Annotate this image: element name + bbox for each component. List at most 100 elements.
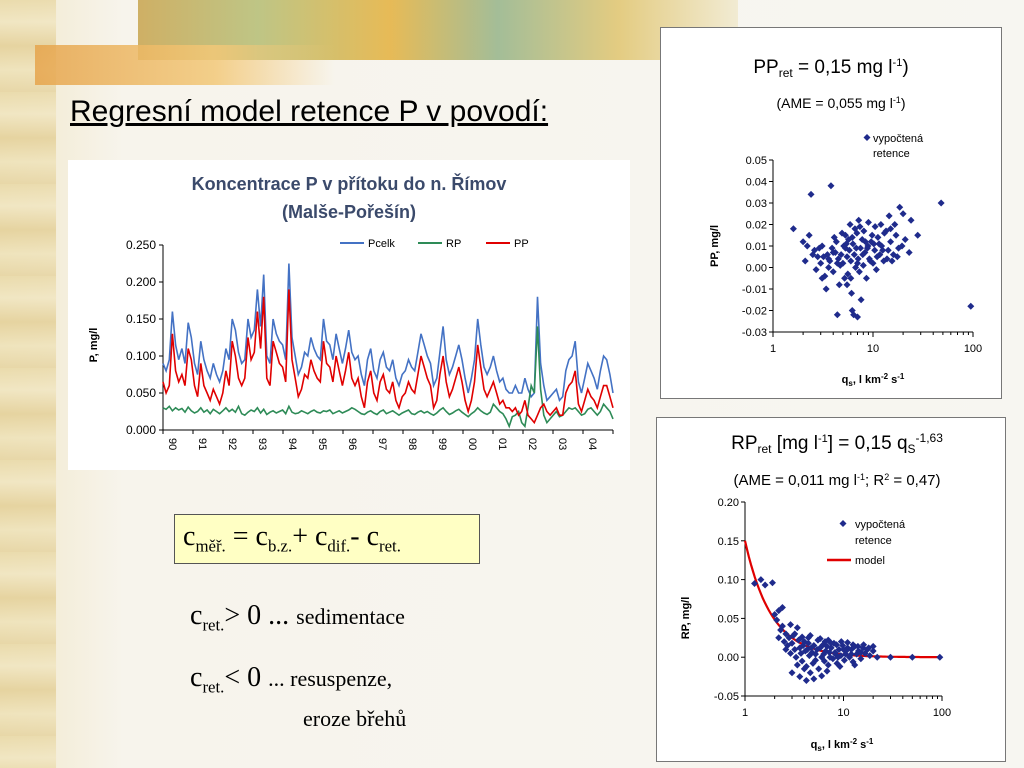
data-point bbox=[817, 259, 825, 267]
data-point bbox=[861, 238, 869, 246]
data-point bbox=[835, 281, 843, 289]
data-point bbox=[854, 255, 862, 263]
x-tick-label: 94 bbox=[286, 438, 298, 450]
legend-label: Pcelk bbox=[368, 238, 395, 250]
data-point bbox=[833, 659, 841, 667]
data-point bbox=[806, 669, 814, 677]
data-point bbox=[841, 274, 849, 282]
note-sedimentation: cret.> 0 ... sedimentace bbox=[190, 600, 405, 636]
y-tick-label: -0.01 bbox=[742, 284, 767, 296]
text-part: [mg l bbox=[772, 433, 818, 454]
text-part: ) bbox=[901, 95, 906, 111]
x-tick-label: 03 bbox=[556, 438, 568, 450]
text-part: -1 bbox=[897, 372, 905, 381]
data-point bbox=[824, 661, 832, 669]
text-part: -1 bbox=[818, 433, 828, 445]
data-point bbox=[812, 266, 820, 274]
x-tick-label: 10 bbox=[837, 707, 849, 719]
y-tick-label: 0.050 bbox=[126, 386, 156, 400]
eq-minus: - c bbox=[350, 521, 380, 552]
data-point bbox=[804, 639, 812, 647]
data-point bbox=[863, 244, 871, 252]
eq-sub3: dif. bbox=[327, 536, 351, 556]
rp-retention-chart: RPret [mg l-1] = 0,15 qS-1,63 (AME = 0,0… bbox=[680, 431, 951, 753]
data-point bbox=[857, 655, 865, 663]
pp-retention-panel: PPret = 0,15 mg l-1) (AME = 0,055 mg l-1… bbox=[660, 27, 1002, 399]
data-point bbox=[905, 248, 913, 256]
text-part: -1,63 bbox=[916, 431, 944, 445]
data-point bbox=[846, 221, 854, 228]
eq-sub4: ret. bbox=[379, 536, 401, 556]
legend-label: RP bbox=[446, 238, 461, 250]
data-point bbox=[898, 242, 906, 250]
y-tick-label: -0.05 bbox=[714, 691, 739, 703]
data-point bbox=[859, 251, 867, 259]
data-point bbox=[857, 649, 865, 657]
y-tick-label: 0.01 bbox=[746, 241, 767, 253]
data-point bbox=[771, 611, 779, 619]
text-part: S bbox=[908, 442, 916, 456]
model-curve bbox=[743, 540, 942, 659]
data-point bbox=[891, 221, 899, 228]
x-axis-label: qs, l km-2 s-1 bbox=[811, 737, 874, 753]
data-point bbox=[800, 665, 808, 673]
y-axis-label: PP, mg/l bbox=[709, 225, 721, 267]
data-point bbox=[855, 216, 863, 224]
data-point bbox=[888, 257, 896, 265]
data-point bbox=[825, 649, 833, 657]
data-point bbox=[843, 253, 851, 261]
text-part: -1 bbox=[857, 472, 865, 482]
data-point bbox=[873, 653, 881, 661]
data-point bbox=[802, 676, 810, 684]
data-point bbox=[851, 661, 859, 669]
text-part: , l km bbox=[822, 739, 850, 751]
data-point bbox=[833, 311, 841, 319]
y-axis-label: RP, mg/l bbox=[680, 597, 692, 640]
text-part: -2 bbox=[850, 737, 858, 746]
note-c: c bbox=[190, 662, 203, 693]
data-point bbox=[788, 639, 796, 647]
data-point bbox=[839, 259, 847, 267]
data-point bbox=[803, 242, 811, 250]
data-point bbox=[869, 642, 877, 650]
data-point bbox=[815, 244, 823, 252]
chart-legend: vypočtená retence model bbox=[827, 519, 906, 567]
text-part: ret bbox=[758, 442, 773, 456]
data-point bbox=[787, 649, 795, 657]
data-point bbox=[836, 663, 844, 671]
mass-balance-equation: cměř. = cb.z.+ cdif.- cret. bbox=[174, 514, 480, 564]
decorative-banner-accent bbox=[35, 45, 335, 85]
text-part: s bbox=[817, 744, 822, 753]
data-point bbox=[838, 229, 846, 237]
text-part: = 0,15 mg l bbox=[793, 57, 893, 78]
data-point bbox=[862, 274, 870, 282]
x-tick-label: 00 bbox=[466, 438, 478, 450]
data-point bbox=[788, 669, 796, 677]
data-point bbox=[854, 313, 862, 321]
data-point bbox=[795, 636, 803, 644]
data-point bbox=[914, 231, 922, 239]
y-tick-label: 0.04 bbox=[746, 177, 767, 189]
text-part: s bbox=[857, 739, 866, 751]
data-point bbox=[796, 673, 804, 681]
data-point bbox=[793, 661, 801, 669]
chart-model bbox=[743, 540, 942, 659]
data-point bbox=[856, 223, 864, 231]
data-point bbox=[885, 212, 893, 220]
data-point bbox=[833, 259, 841, 267]
text-part: = 0,47) bbox=[889, 472, 940, 489]
eq-sub2: b.z. bbox=[267, 536, 293, 556]
text-part: -1 bbox=[866, 737, 874, 746]
data-point bbox=[761, 581, 769, 589]
data-point bbox=[822, 285, 830, 293]
data-point bbox=[814, 636, 822, 644]
data-point bbox=[869, 647, 877, 655]
data-point bbox=[851, 225, 859, 233]
data-point bbox=[773, 616, 781, 624]
eq-eq: = c bbox=[225, 521, 268, 552]
y-tick-label: 0.05 bbox=[718, 613, 739, 625]
data-point bbox=[836, 261, 844, 269]
data-point bbox=[967, 302, 975, 310]
data-point bbox=[937, 199, 945, 207]
data-point bbox=[849, 641, 857, 649]
